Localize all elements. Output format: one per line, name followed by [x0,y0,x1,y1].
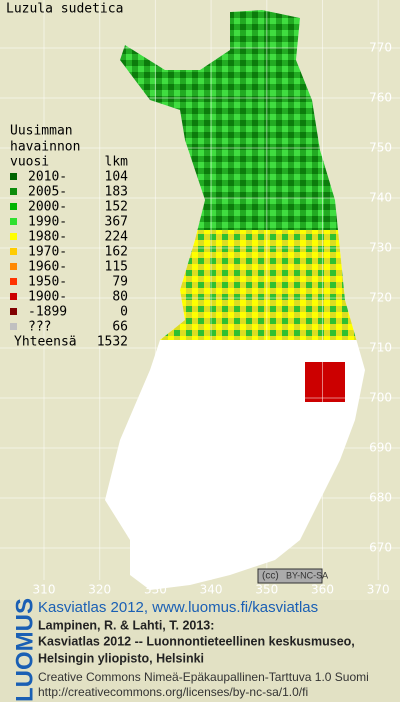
credit-line: Kasviatlas 2012 -- Luonnontieteellinen k… [38,634,355,648]
legend-swatch [10,203,17,210]
legend-count: 152 [105,200,128,215]
legend-label: 1980- [28,230,67,245]
legend-label: 2005- [28,185,67,200]
legend-count: 224 [105,230,129,245]
legend-label: 1970- [28,245,67,260]
legend-count: 66 [112,320,128,335]
legend-swatch [10,218,17,225]
legend-heading: havainnon [10,140,80,155]
y-tick-label: 710 [369,341,392,355]
legend-swatch [10,323,17,330]
y-tick-label: 700 [369,391,392,405]
credit-link: Kasviatlas 2012, www.luomus.fi/kasviatla… [38,599,318,616]
x-tick-label: 340 [200,583,223,597]
legend-swatch [10,248,17,255]
logo: LUOMUS [11,598,38,702]
y-tick-label: 770 [369,41,392,55]
legend-label: 2010- [28,170,67,185]
y-tick-label: 720 [369,291,392,305]
y-tick-label: 680 [369,491,392,505]
legend-label: 1960- [28,260,67,275]
license-url: http://creativecommons.org/licenses/by-n… [38,685,308,699]
y-tick-label: 760 [369,91,392,105]
x-tick-label: 370 [367,583,390,597]
legend-swatch [10,293,17,300]
legend-swatch [10,263,17,270]
x-tick-label: 350 [255,583,278,597]
east-cluster [305,362,345,402]
legend-count: 104 [105,170,129,185]
grid: 770 760 750 740 730 720 710 700 690 680 670 310 320 3… [0,0,400,597]
x-tick-label: 320 [88,583,111,597]
legend-label: 2000- [28,200,67,215]
legend-heading: Uusimman [10,124,73,139]
x-tick-label: 330 [144,583,167,597]
legend-count: 80 [112,290,128,305]
license-badge: (cc) BY-NC-SA [257,568,328,584]
legend-total: 1532 [97,335,128,350]
y-tick-label: 740 [369,191,392,205]
legend-count: 115 [105,260,128,275]
legend-count: 183 [105,185,128,200]
y-tick-label: 670 [369,541,392,555]
legend-swatch [10,308,17,315]
legend-column: lkm [105,155,129,170]
legend-swatch [10,173,17,180]
badge-box [257,568,323,584]
legend-label: -1899 [28,305,67,320]
legend-swatch [10,188,17,195]
badge-cc: (cc) [262,571,279,582]
badge-text: BY-NC-SA [286,570,328,580]
legend-total-label: Yhteensä [14,335,77,350]
legend-count: 162 [105,245,128,260]
legend-count: 79 [112,275,128,290]
legend-swatch [10,278,17,285]
legend-count: 0 [120,305,128,320]
legend-count: 367 [105,215,128,230]
license-text: Creative Commons Nimeä-Epäkaupallinen-Ta… [38,670,369,684]
legend-column: vuosi [10,155,49,170]
legend-label: ??? [28,320,51,335]
x-tick-label: 360 [311,583,334,597]
legend-label: 1950- [28,275,67,290]
y-tick-label: 730 [369,241,392,255]
y-tick-label: 750 [369,141,392,155]
legend-label: 1990- [28,215,67,230]
y-tick-label: 690 [369,441,392,455]
map-title: Luzula sudetica [6,2,123,17]
credit-line: Lampinen, R. & Lahti, T. 2013: [38,618,214,632]
x-tick-label: 310 [33,583,56,597]
credit-line: Helsingin yliopisto, Helsinki [38,651,204,665]
legend: Uusimman havainnon vuosi lkm Yhteensä 15… [10,124,128,350]
legend-swatch [10,233,17,240]
legend-label: 1900- [28,290,67,305]
